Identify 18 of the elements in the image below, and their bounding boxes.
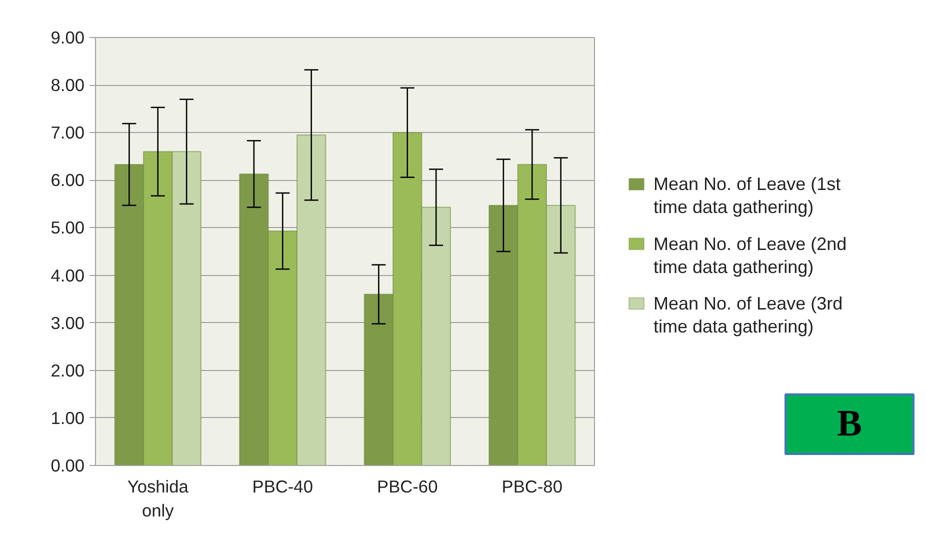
legend-label: Mean No. of Leave (2nd time data gathering) [654, 234, 847, 277]
x-tick-label: Yoshida only [127, 476, 189, 520]
y-tick-label: 8.00 [50, 75, 85, 96]
x-tick-label: PBC-60 [377, 476, 438, 496]
y-tick-label: 7.00 [50, 122, 85, 143]
y-tick-label: 9.00 [50, 28, 85, 48]
y-tick-label: 5.00 [50, 218, 85, 238]
legend-label: Mean No. of Leave (3rd time data gathering) [654, 293, 843, 336]
y-tick-label: 4.00 [50, 265, 85, 286]
x-tick-label: PBC-40 [252, 476, 313, 496]
y-tick-label: 2.00 [50, 360, 85, 380]
y-tick-label: 0.00 [50, 456, 85, 476]
y-tick-label: 6.00 [50, 170, 85, 190]
text: B [837, 404, 862, 445]
y-tick-label: 1.00 [50, 408, 85, 428]
legend-label: Mean No. of Leave (1st time data gathering) [654, 174, 841, 218]
y-tick-label: 3.00 [50, 312, 85, 333]
x-tick-label: PBC-80 [502, 476, 562, 496]
